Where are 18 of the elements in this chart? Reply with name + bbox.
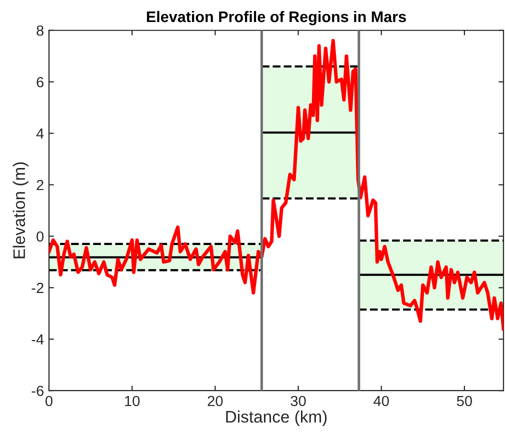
x-tick-label: 20 [208, 396, 223, 406]
y-tick-label: 0 [36, 231, 44, 242]
y-tick-label: -2 [32, 282, 44, 293]
x-tick-label: 10 [125, 396, 140, 406]
x-axis-title: Distance (km) [226, 410, 327, 426]
x-tick-label: 30 [290, 396, 306, 406]
y-tick-label: 8 [36, 25, 44, 36]
y-axis-title: Elevation (m) [12, 162, 28, 258]
y-tick-label: -4 [32, 334, 44, 344]
chart-title: Elevation Profile of Regions in Mars [146, 10, 406, 26]
y-tick-label: -6 [32, 386, 44, 396]
y-tick-label: 2 [36, 180, 44, 190]
x-tick-label: 40 [374, 396, 389, 406]
x-tick-label: 0 [46, 396, 52, 406]
line-series [48, 38, 504, 331]
y-tick-label: 4 [36, 128, 44, 139]
y-tick-label: 6 [36, 76, 44, 88]
x-tick-label: 50 [456, 396, 472, 406]
